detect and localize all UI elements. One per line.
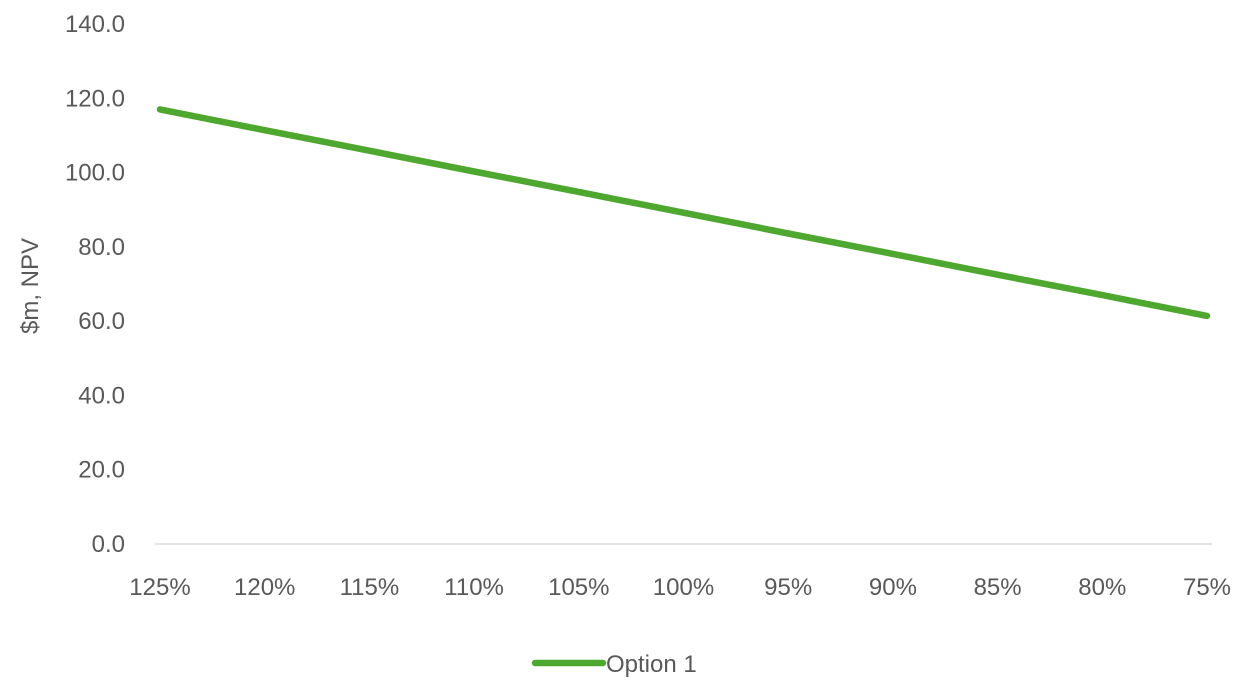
y-tick-label: 80.0 (78, 234, 125, 261)
series-layer (156, 106, 1211, 320)
x-tick-label: 85% (974, 574, 1022, 601)
y-tick-label: 40.0 (78, 382, 125, 409)
y-tick-label: 100.0 (65, 160, 125, 187)
y-axis-title: $m, NPV (17, 238, 44, 334)
series-line-option-1 (156, 106, 1211, 320)
x-tick-label: 120% (234, 574, 295, 601)
x-tick-label: 90% (869, 574, 917, 601)
x-tick-label: 110% (444, 574, 504, 601)
y-tick-label: 120.0 (65, 85, 125, 112)
x-tick-label: 115% (340, 574, 400, 601)
y-axis-tick-labels: 0.0 20.0 40.0 60.0 80.0 100.0 120.0 140.0 (65, 11, 125, 558)
y-tick-label: 60.0 (78, 308, 125, 335)
x-tick-label: 95% (764, 574, 812, 601)
y-tick-label: 0.0 (92, 531, 125, 558)
y-tick-label: 140.0 (65, 11, 125, 38)
x-axis-tick-labels: 125% 120% 115% 110% 105% 100% 95% 90% 85% 80% 75% (129, 574, 1231, 601)
x-tick-label: 125% (129, 574, 190, 601)
x-tick-label: 75% (1183, 574, 1231, 601)
y-tick-label: 20.0 (78, 457, 125, 484)
x-tick-label: 105% (548, 574, 609, 601)
x-tick-label: 100% (653, 574, 714, 601)
legend: Option 1 (531, 651, 697, 678)
x-tick-label: 80% (1078, 574, 1126, 601)
legend-label-option-1: Option 1 (606, 651, 697, 678)
